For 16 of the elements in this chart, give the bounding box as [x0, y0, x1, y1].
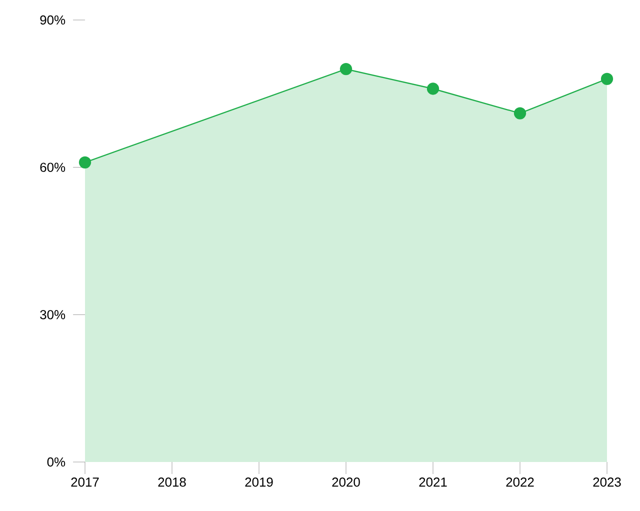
x-tick-label: 2018 [158, 478, 186, 487]
y-tick-label: 60% [40, 162, 66, 172]
y-tick-label: 0% [47, 457, 66, 467]
x-tick-label: 2022 [506, 478, 534, 487]
x-tick-label: 2017 [71, 478, 99, 487]
x-tick-label: 2020 [332, 478, 360, 487]
x-tick-label: 2021 [419, 478, 447, 487]
point [340, 63, 352, 76]
point [426, 82, 440, 95]
point [600, 72, 614, 86]
y-tick-label: 90% [40, 15, 66, 25]
x-tick-label: 2019 [245, 478, 273, 487]
x-tick-label: 2023 [593, 478, 621, 487]
point [78, 156, 92, 168]
y-tick-label: 30% [40, 310, 66, 320]
point [514, 107, 526, 120]
